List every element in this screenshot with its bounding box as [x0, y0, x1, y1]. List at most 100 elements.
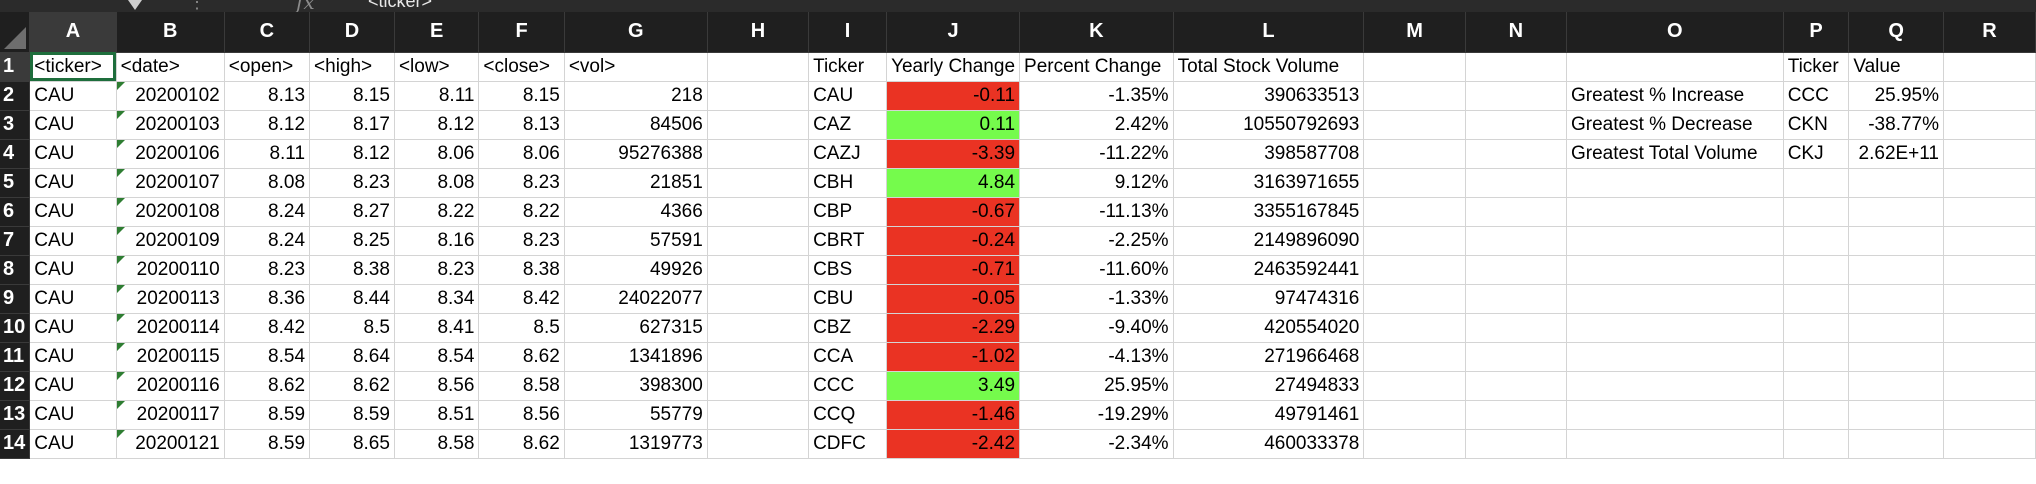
row-header[interactable]: 10 [0, 313, 31, 343]
cell-a6[interactable]: CAU [29, 197, 117, 227]
cell-f11[interactable]: 8.62 [478, 342, 565, 372]
cell-r2[interactable] [1943, 81, 2036, 111]
cell-q14[interactable] [1848, 429, 1945, 459]
cell-f2[interactable]: 8.15 [478, 81, 565, 111]
cell-n7[interactable] [1465, 226, 1567, 256]
cell-l2[interactable]: 390633513 [1173, 81, 1365, 111]
cell-e2[interactable]: 8.11 [394, 81, 480, 111]
cell-i10[interactable]: CBZ [808, 313, 888, 343]
cell-f4[interactable]: 8.06 [478, 139, 565, 169]
cell-q6[interactable] [1848, 197, 1945, 227]
cell-g10[interactable]: 627315 [564, 313, 708, 343]
cell-e10[interactable]: 8.41 [394, 313, 480, 343]
cell-a7[interactable]: CAU [29, 226, 117, 256]
cell-a5[interactable]: CAU [29, 168, 117, 198]
cell-l12[interactable]: 27494833 [1173, 371, 1365, 401]
column-header-o[interactable]: O [1566, 12, 1784, 53]
cell-k8[interactable]: -11.60% [1019, 255, 1174, 285]
cell-l6[interactable]: 3355167845 [1173, 197, 1365, 227]
cell-n2[interactable] [1465, 81, 1567, 111]
cell-l14[interactable]: 460033378 [1173, 429, 1365, 459]
cell-c7[interactable]: 8.24 [224, 226, 311, 256]
cell-o9[interactable] [1566, 284, 1784, 314]
cell-g7[interactable]: 57591 [564, 226, 708, 256]
cell-p2[interactable]: CCC [1783, 81, 1850, 111]
cell-m3[interactable] [1363, 110, 1466, 140]
cell-m11[interactable] [1363, 342, 1466, 372]
cell-k5[interactable]: 9.12% [1019, 168, 1174, 198]
cell-c8[interactable]: 8.23 [224, 255, 311, 285]
row-header[interactable]: 7 [0, 226, 31, 256]
cell-j12[interactable]: 3.49 [886, 371, 1021, 401]
cell-h6[interactable] [707, 197, 810, 227]
cell-k6[interactable]: -11.13% [1019, 197, 1174, 227]
cell-g5[interactable]: 21851 [564, 168, 708, 198]
cell-b4[interactable]: 20200106 [116, 139, 225, 169]
cell-g2[interactable]: 218 [564, 81, 708, 111]
row-header[interactable]: 6 [0, 197, 31, 227]
cell-b12[interactable]: 20200116 [116, 371, 225, 401]
column-header-j[interactable]: J [886, 12, 1021, 53]
cell-j1[interactable]: Yearly Change [886, 52, 1021, 82]
column-header-p[interactable]: P [1783, 12, 1850, 53]
cell-d2[interactable]: 8.15 [309, 81, 395, 111]
cell-c14[interactable]: 8.59 [224, 429, 311, 459]
cell-m14[interactable] [1363, 429, 1466, 459]
cell-h13[interactable] [707, 400, 810, 430]
cell-l9[interactable]: 97474316 [1173, 284, 1365, 314]
cell-h3[interactable] [707, 110, 810, 140]
cell-e5[interactable]: 8.08 [394, 168, 480, 198]
column-header-b[interactable]: B [116, 12, 225, 53]
row-header[interactable]: 13 [0, 400, 31, 430]
cell-n13[interactable] [1465, 400, 1567, 430]
cell-i12[interactable]: CCC [808, 371, 888, 401]
cell-d8[interactable]: 8.38 [309, 255, 395, 285]
cell-n9[interactable] [1465, 284, 1567, 314]
cell-k12[interactable]: 25.95% [1019, 371, 1174, 401]
cell-m4[interactable] [1363, 139, 1466, 169]
cell-p9[interactable] [1783, 284, 1850, 314]
cell-a1[interactable]: <ticker> [29, 52, 117, 82]
row-header[interactable]: 12 [0, 371, 31, 401]
cell-o11[interactable] [1566, 342, 1784, 372]
cell-d12[interactable]: 8.62 [309, 371, 395, 401]
cell-o7[interactable] [1566, 226, 1784, 256]
cell-f12[interactable]: 8.58 [478, 371, 565, 401]
cell-o14[interactable] [1566, 429, 1784, 459]
column-header-i[interactable]: I [808, 12, 888, 53]
cell-f9[interactable]: 8.42 [478, 284, 565, 314]
cell-n6[interactable] [1465, 197, 1567, 227]
column-header-q[interactable]: Q [1848, 12, 1945, 53]
row-header[interactable]: 9 [0, 284, 31, 314]
cell-l13[interactable]: 49791461 [1173, 400, 1365, 430]
cell-q9[interactable] [1848, 284, 1945, 314]
cell-c6[interactable]: 8.24 [224, 197, 311, 227]
cell-k13[interactable]: -19.29% [1019, 400, 1174, 430]
cell-k14[interactable]: -2.34% [1019, 429, 1174, 459]
cell-l11[interactable]: 271966468 [1173, 342, 1365, 372]
more-icon[interactable]: ⋮ [188, 0, 214, 12]
cell-p11[interactable] [1783, 342, 1850, 372]
cell-d3[interactable]: 8.17 [309, 110, 395, 140]
column-header-c[interactable]: C [224, 12, 311, 53]
cell-i1[interactable]: Ticker [808, 52, 888, 82]
cell-a14[interactable]: CAU [29, 429, 117, 459]
cell-l1[interactable]: Total Stock Volume [1173, 52, 1365, 82]
cell-a8[interactable]: CAU [29, 255, 117, 285]
cell-g1[interactable]: <vol> [564, 52, 708, 82]
cell-p12[interactable] [1783, 371, 1850, 401]
cell-m7[interactable] [1363, 226, 1466, 256]
cell-q2[interactable]: 25.95% [1848, 81, 1945, 111]
cell-k7[interactable]: -2.25% [1019, 226, 1174, 256]
cell-p14[interactable] [1783, 429, 1850, 459]
cell-b9[interactable]: 20200113 [116, 284, 225, 314]
cell-f7[interactable]: 8.23 [478, 226, 565, 256]
cell-i11[interactable]: CCA [808, 342, 888, 372]
cell-b2[interactable]: 20200102 [116, 81, 225, 111]
cell-e13[interactable]: 8.51 [394, 400, 480, 430]
cell-h2[interactable] [707, 81, 810, 111]
cell-o2[interactable]: Greatest % Increase [1566, 81, 1784, 111]
cell-j9[interactable]: -0.05 [886, 284, 1021, 314]
cell-h14[interactable] [707, 429, 810, 459]
cell-o3[interactable]: Greatest % Decrease [1566, 110, 1784, 140]
